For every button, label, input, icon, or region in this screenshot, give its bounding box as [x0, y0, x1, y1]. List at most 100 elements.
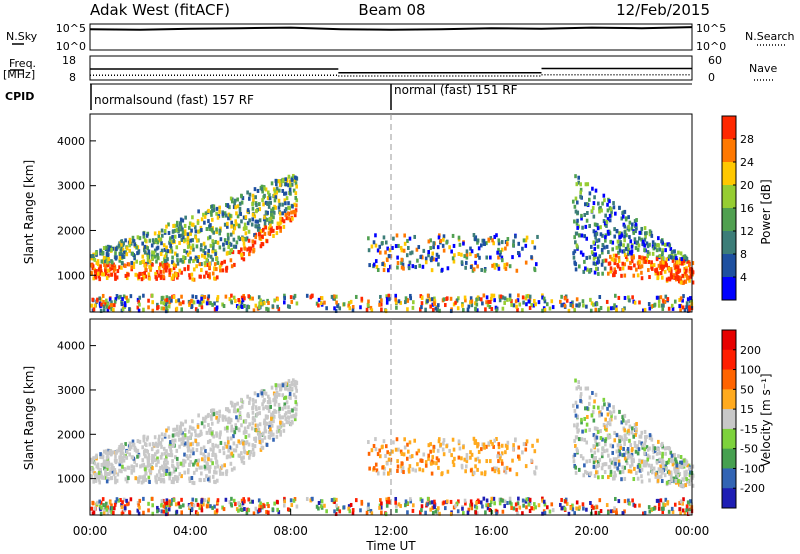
- velocity-cell-973: [491, 467, 494, 472]
- velocity-cell-1473: [674, 457, 677, 462]
- power-cell-664: [231, 250, 235, 255]
- velocity-cell-1292: [576, 414, 580, 419]
- power-cell-1351: [640, 270, 643, 275]
- power-cell-2093: [205, 301, 209, 306]
- power-cell-454: [228, 205, 231, 210]
- power-cell-1710: [385, 294, 388, 299]
- velocity-cell-1901: [171, 497, 174, 502]
- power-cell-632: [176, 273, 180, 278]
- velocity-cell-1970: [115, 497, 119, 502]
- velocity-cell-787: [269, 404, 273, 409]
- power-cell-144: [114, 251, 117, 256]
- velocity-cell-2067: [125, 498, 128, 503]
- power-cell-1125: [602, 219, 606, 224]
- velocity-cell-1138: [596, 460, 600, 465]
- velocity-cell-1290: [633, 466, 636, 471]
- power-cell-1318: [585, 218, 589, 223]
- velocity-cell-1109: [378, 454, 382, 459]
- velocity-cell-888: [105, 455, 109, 460]
- power-cell-1609: [643, 248, 646, 253]
- power-cell-623: [270, 208, 273, 213]
- velocity-cell-1490: [628, 438, 631, 443]
- velocity-cell-1513: [603, 425, 607, 430]
- power-cell-1958: [482, 293, 486, 298]
- power-ytick-label-1000: 1000: [57, 269, 85, 282]
- power-cell-744: [277, 179, 281, 184]
- power-cell-1772: [486, 303, 490, 308]
- velocity-cell-1006: [382, 471, 386, 476]
- velocity-cell-1378: [606, 412, 610, 417]
- velocity-cell-810: [247, 442, 251, 447]
- power-cell-971: [411, 264, 415, 269]
- velocity-cell-1219: [657, 474, 661, 479]
- velocity-cell-1417: [685, 460, 689, 465]
- power-cell-765: [97, 267, 101, 272]
- power-cell-588: [156, 255, 160, 260]
- velocity-cell-229: [211, 452, 214, 457]
- power-cell-21: [236, 214, 240, 219]
- velocity-cell-1406: [609, 443, 613, 448]
- velocity-cell-374: [273, 408, 276, 413]
- power-cell-427: [113, 267, 117, 272]
- velocity-cell-1169: [616, 443, 620, 448]
- power-cell-409: [154, 271, 157, 276]
- velocity-cell-308: [284, 411, 288, 416]
- velocity-cell-1614: [624, 421, 628, 426]
- velocity-cell-441: [136, 439, 140, 444]
- power-cell-1056: [402, 248, 406, 253]
- velocity-cell-781: [159, 441, 163, 446]
- power-cell-411: [185, 250, 189, 255]
- velocity-cell-414: [259, 447, 263, 452]
- velocity-cell-1390: [659, 468, 663, 473]
- velocity-cell-772: [159, 455, 163, 460]
- velocity-cell-1540: [612, 457, 616, 462]
- power-cell-1841: [508, 293, 512, 298]
- power-cell-781: [159, 237, 163, 242]
- power-cell-2022: [615, 307, 618, 312]
- power-cell-2010: [378, 302, 381, 307]
- velocity-cell-568: [161, 467, 165, 472]
- power-cell-1009: [445, 240, 448, 245]
- power-cell-870: [175, 253, 179, 258]
- power-cell-1900: [180, 307, 184, 312]
- velocity-colorbar-tick-label-4: 15: [740, 403, 754, 416]
- power-cell-126: [223, 211, 227, 216]
- velocity-cell-1570: [624, 450, 628, 455]
- power-cell-1621: [627, 224, 630, 229]
- power-cell-1521: [618, 235, 621, 240]
- power-cell-1212: [686, 259, 689, 264]
- power-cell-1789: [418, 307, 422, 312]
- velocity-cell-2120: [406, 510, 409, 515]
- velocity-cell-1701: [399, 504, 402, 509]
- velocity-cell-1998: [666, 500, 670, 505]
- velocity-cell-622: [207, 423, 210, 428]
- x-tick-label-1: 04:00: [173, 524, 208, 538]
- velocity-cell-919: [476, 444, 479, 449]
- power-cell-488: [262, 202, 265, 207]
- velocity-cell-1659: [431, 505, 435, 510]
- velocity-cell-379: [215, 433, 218, 438]
- date-title: 12/Feb/2015: [616, 1, 710, 19]
- velocity-cell-991: [472, 436, 476, 441]
- velocity-cell-1377: [621, 415, 624, 420]
- velocity-cell-1819: [206, 499, 210, 504]
- velocity-cell-891: [152, 454, 156, 459]
- velocity-cell-779: [295, 388, 298, 393]
- power-cell-1642: [681, 298, 684, 303]
- power-cell-1504: [596, 226, 600, 231]
- velocity-cell-2025: [592, 505, 595, 510]
- velocity-cell-1323: [588, 395, 592, 400]
- power-cell-326: [237, 235, 241, 240]
- velocity-cell-1959: [349, 502, 353, 507]
- power-cell-11: [295, 203, 298, 208]
- power-cell-1986: [543, 308, 547, 313]
- velocity-cell-1078: [378, 448, 382, 453]
- velocity-cell-709: [268, 421, 272, 426]
- power-cell-1718: [525, 302, 528, 307]
- power-cell-1999: [347, 303, 351, 308]
- velocity-cell-67: [174, 432, 177, 437]
- power-cell-780: [209, 210, 213, 215]
- power-cell-629: [101, 272, 104, 277]
- power-cell-416: [273, 193, 276, 198]
- velocity-cell-649: [117, 447, 121, 452]
